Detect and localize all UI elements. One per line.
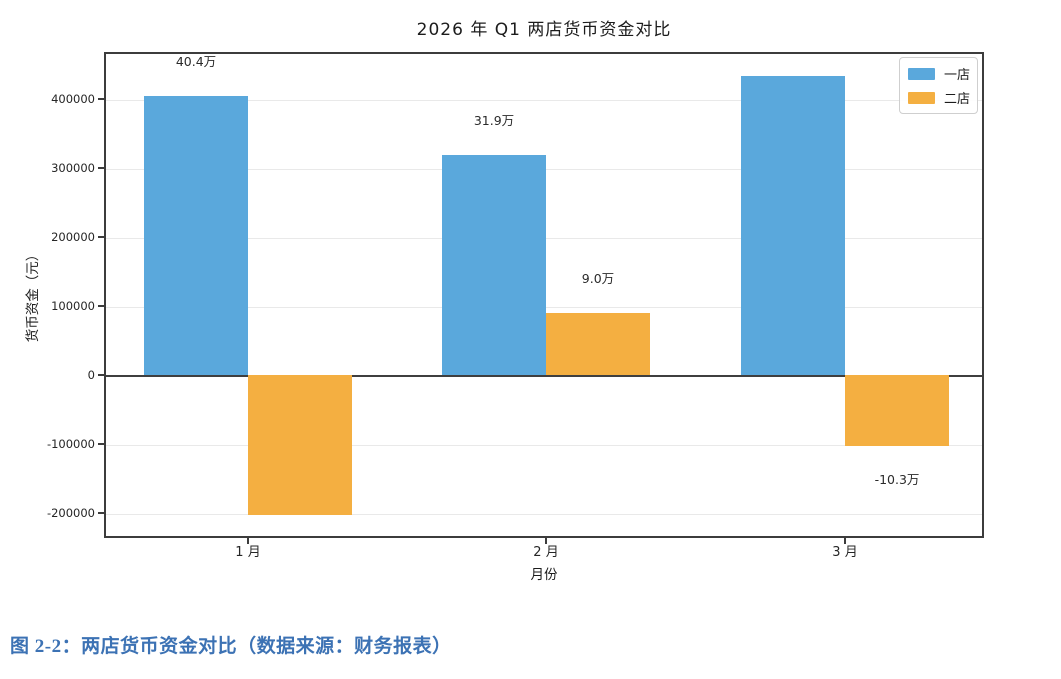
x-axis-label: 月份 bbox=[530, 567, 558, 583]
gridline bbox=[106, 445, 982, 447]
y-tick-label: 300000 bbox=[51, 160, 95, 175]
legend-swatch-store2-icon bbox=[908, 91, 935, 104]
zero-baseline bbox=[106, 375, 982, 378]
x-tick-mark bbox=[545, 538, 547, 544]
bar-二店-1 月 bbox=[248, 375, 352, 516]
legend-swatch-store1-icon bbox=[908, 67, 935, 80]
x-tick-label: 2 月 bbox=[533, 545, 559, 560]
bar-一店-2 月 bbox=[442, 154, 546, 376]
chart-title: 2026 年 Q1 两店货币资金对比 bbox=[416, 20, 672, 40]
y-tick-mark bbox=[98, 443, 104, 446]
bar-value-label: 31.9万 bbox=[473, 112, 515, 128]
legend-label-store2: 二店 bbox=[944, 92, 971, 107]
bar-二店-2 月 bbox=[546, 312, 650, 376]
legend-label-store1: 一店 bbox=[944, 68, 971, 83]
x-tick-mark bbox=[844, 538, 846, 544]
bar-value-label: -10.3万 bbox=[874, 472, 920, 488]
gridline bbox=[106, 99, 982, 101]
bar-value-label: 9.0万 bbox=[581, 270, 615, 286]
bar-一店-1 月 bbox=[144, 96, 248, 376]
y-tick-mark bbox=[98, 512, 104, 515]
figure-caption: 图 2-2：两店货币资金对比（数据来源：财务报表） bbox=[10, 636, 452, 657]
y-tick-label: 400000 bbox=[51, 91, 95, 106]
y-tick-label: -200000 bbox=[46, 506, 95, 521]
legend-item-store1: 一店 bbox=[908, 64, 971, 83]
y-tick-mark bbox=[98, 236, 104, 238]
y-tick-label: -100000 bbox=[46, 437, 95, 452]
bar-value-label: 40.4万 bbox=[175, 54, 217, 70]
bar-二店-3 月 bbox=[845, 375, 949, 447]
x-tick-label: 3 月 bbox=[832, 545, 858, 560]
y-tick-label: 0 bbox=[87, 368, 95, 383]
y-axis-label: 货币资金（元） bbox=[25, 247, 41, 343]
y-tick-mark bbox=[98, 97, 104, 100]
x-tick-mark bbox=[247, 538, 249, 544]
legend-item-store2: 二店 bbox=[908, 88, 971, 107]
x-tick-label: 1 月 bbox=[235, 545, 261, 560]
y-tick-label: 200000 bbox=[51, 230, 95, 244]
y-tick-mark bbox=[98, 374, 104, 377]
y-tick-mark bbox=[98, 305, 104, 308]
bar-一店-3 月 bbox=[741, 76, 845, 376]
plot-area: 40.4万 31.9万 9.0万 -10.3万 bbox=[104, 52, 984, 538]
legend: 一店 二店 bbox=[899, 57, 978, 114]
gridline bbox=[106, 514, 982, 516]
y-tick-label: 100000 bbox=[51, 299, 95, 314]
y-tick-mark bbox=[98, 166, 104, 169]
